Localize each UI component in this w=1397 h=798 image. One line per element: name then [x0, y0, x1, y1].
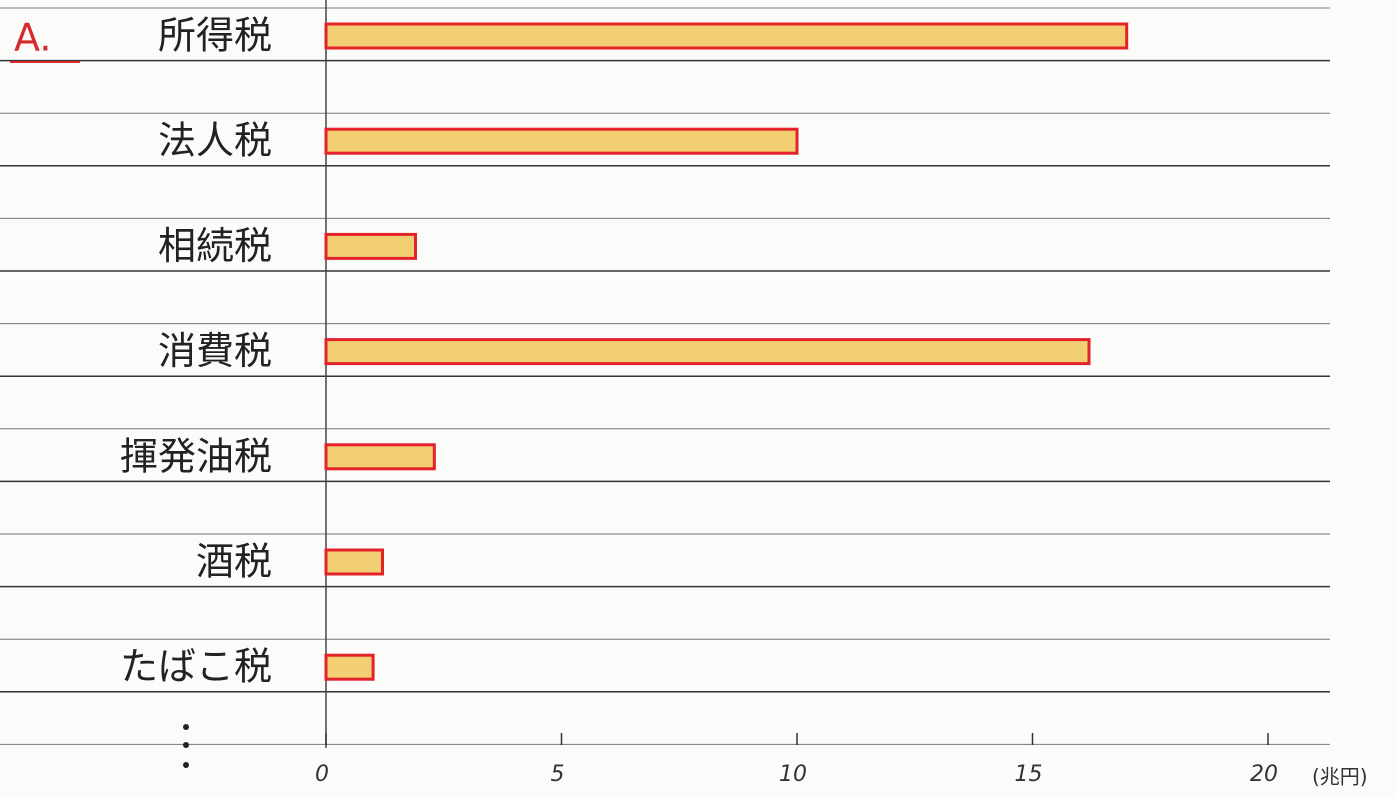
y-tick-label: 揮発油税 — [120, 434, 272, 478]
ellipsis-dot — [183, 742, 189, 748]
ellipsis-dot — [183, 762, 189, 768]
bar — [324, 443, 436, 471]
y-tick-label: 酒税 — [196, 540, 272, 584]
x-tick-label: 20 — [1250, 762, 1278, 787]
bar — [324, 127, 799, 155]
bar — [324, 653, 375, 681]
y-tick-label: 消費税 — [158, 329, 272, 373]
y-tick-label: 相続税 — [158, 224, 272, 268]
x-tick-label: 5 — [551, 762, 565, 787]
x-tick-label: 0 — [315, 762, 329, 787]
bar — [324, 548, 385, 576]
bar — [324, 338, 1091, 366]
x-tick-label: 10 — [779, 762, 807, 787]
y-tick-label: 所得税 — [158, 14, 272, 58]
chart-title: A. — [14, 16, 51, 60]
y-tick-label: たばこ税 — [120, 645, 272, 689]
ruled-paper — [0, 7, 1330, 745]
ellipsis-dot — [183, 724, 189, 730]
y-tick-label: 法人税 — [158, 119, 272, 163]
x-tick-label: 15 — [1015, 762, 1043, 787]
bar — [324, 22, 1129, 50]
bar — [324, 232, 417, 260]
x-axis-label: (兆円) — [1312, 765, 1368, 789]
